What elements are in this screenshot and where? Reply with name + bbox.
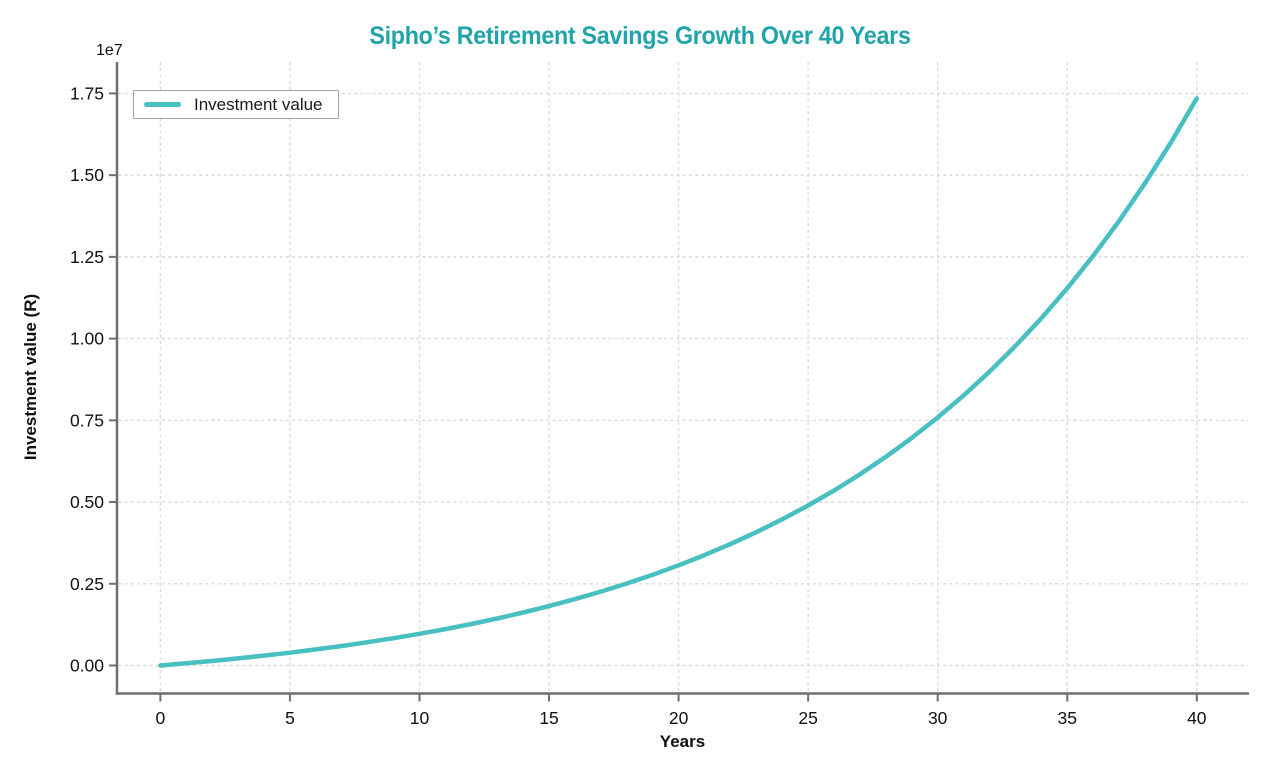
y-tick-label: 0.75: [70, 410, 104, 430]
x-tick-label: 40: [1187, 708, 1207, 728]
y-axis-offset-label: 1e7: [96, 42, 123, 59]
x-tick-label: 20: [669, 708, 689, 728]
legend-line-swatch: [144, 102, 181, 107]
x-tick-label: 15: [539, 708, 558, 728]
x-tick-label: 10: [410, 708, 430, 728]
x-tick-label: 0: [156, 708, 166, 728]
x-tick-label: 30: [928, 708, 948, 728]
y-tick-label: 0.25: [70, 574, 104, 594]
legend-item-label: Investment value: [194, 94, 323, 114]
y-tick-label: 1.75: [70, 83, 104, 103]
y-axis-title: Investment value (R): [21, 293, 40, 461]
y-tick-label: 1.50: [70, 165, 104, 185]
page-title: Sipho’s Retirement Savings Growth Over 4…: [369, 21, 911, 50]
legend-box: Investment value: [133, 90, 339, 119]
x-tick-label: 35: [1058, 708, 1077, 728]
x-axis-title: Years: [659, 732, 706, 751]
x-tick-label: 5: [285, 708, 295, 728]
y-tick-label: 0.50: [70, 492, 104, 512]
y-tick-label: 1.25: [70, 247, 104, 267]
x-tick-label: 25: [798, 708, 817, 728]
y-tick-label: 0.00: [70, 656, 104, 676]
investment-value-line: [158, 96, 1200, 668]
y-tick-label: 1.00: [70, 329, 104, 349]
